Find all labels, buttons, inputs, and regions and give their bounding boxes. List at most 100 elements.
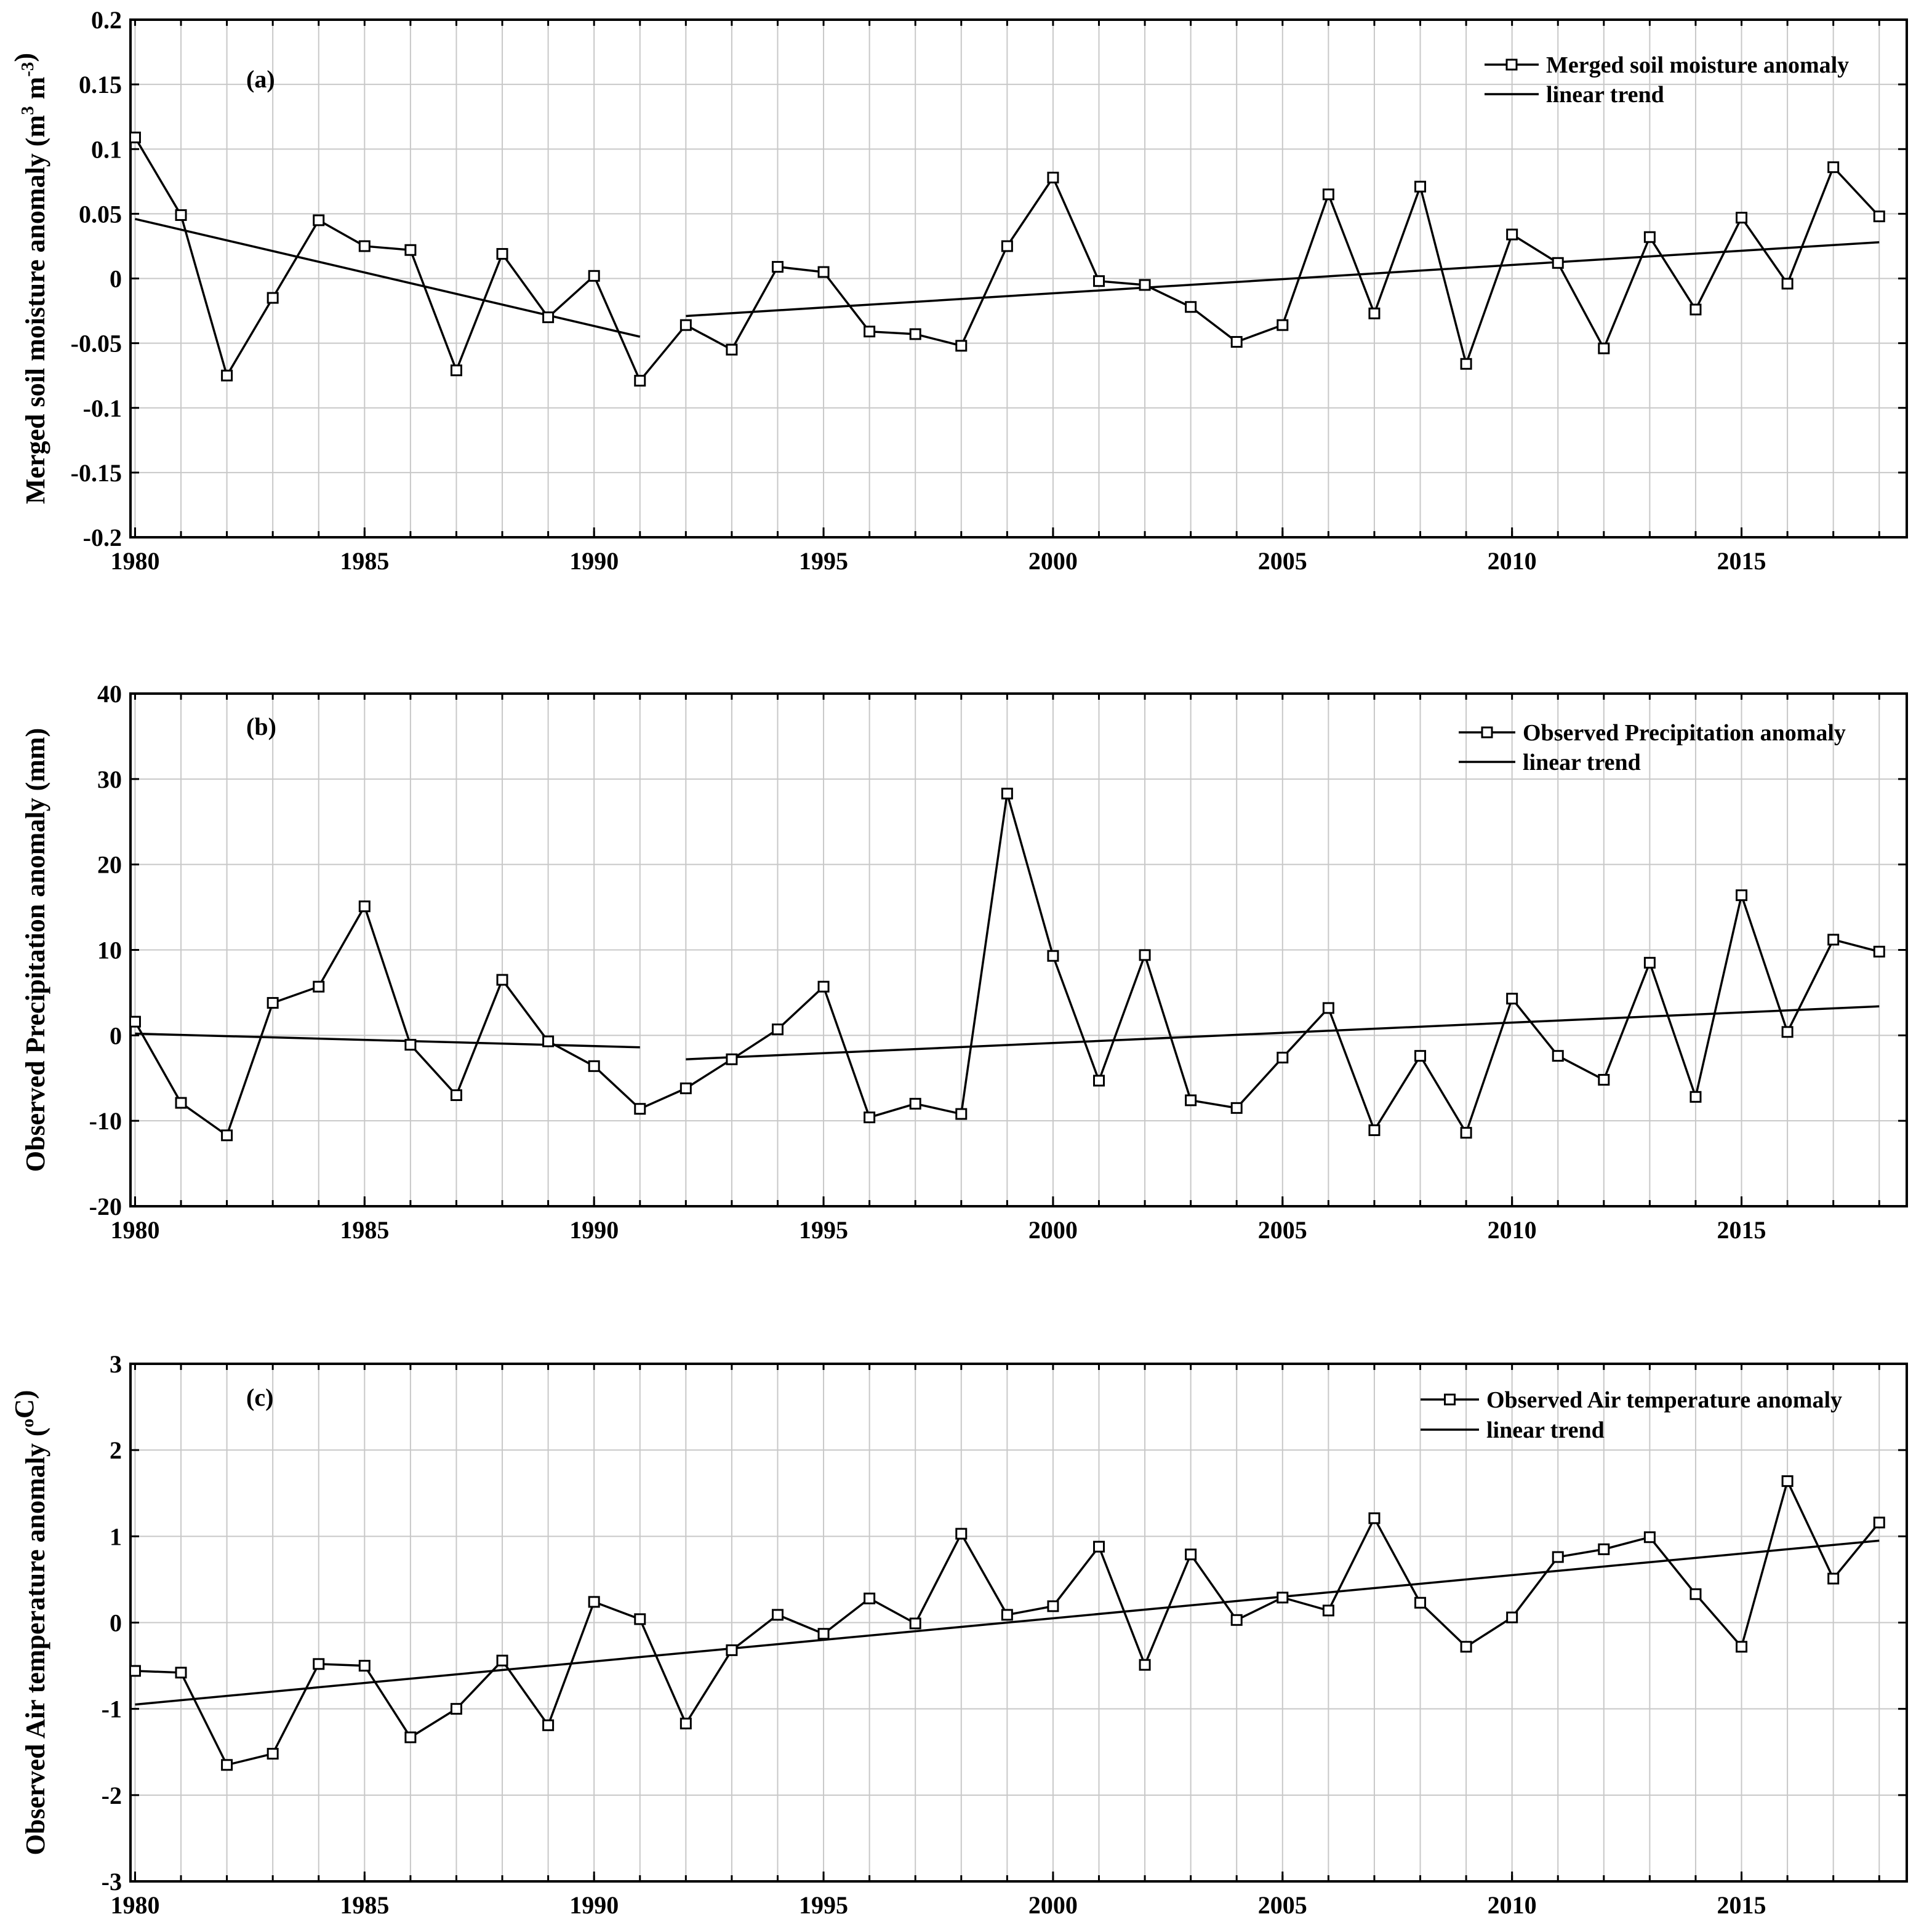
data-point <box>175 1667 187 1679</box>
data-point <box>1185 1548 1197 1561</box>
data-point <box>542 1035 555 1047</box>
y-tick-label: 40 <box>97 680 122 708</box>
y-tick-label: 0 <box>110 265 122 293</box>
data-point <box>1322 1604 1334 1617</box>
data-point <box>1689 1091 1702 1103</box>
data-point <box>1230 1102 1243 1114</box>
data-point <box>313 980 325 993</box>
data-point <box>726 1644 738 1656</box>
data-point <box>864 326 876 338</box>
data-point <box>771 1609 784 1621</box>
data-point <box>679 1082 692 1094</box>
x-tick-label: 2000 <box>1028 547 1078 575</box>
y-tick-label: 20 <box>97 851 122 879</box>
trend-line <box>135 1539 1880 1706</box>
y-axis-label: Observed Air temperature anomaly (oC) <box>9 1390 50 1856</box>
data-point <box>1460 1127 1472 1139</box>
x-tick-label: 1980 <box>110 1216 159 1244</box>
y-tick-label: -2 <box>102 1782 122 1809</box>
data-point <box>1230 336 1243 348</box>
x-tick-label: 2010 <box>1488 1891 1537 1919</box>
data-point <box>1598 1543 1610 1555</box>
data-point <box>1827 1572 1840 1585</box>
data-point <box>1414 1596 1427 1609</box>
data-point <box>313 214 325 226</box>
x-tick-label: 1980 <box>110 1891 159 1919</box>
y-axis-label: Merged soil moisture anomaly (m3 m-3) <box>9 53 50 504</box>
data-point <box>1139 1659 1151 1671</box>
data-point <box>1093 275 1105 287</box>
data-point <box>1689 303 1702 316</box>
trend-line <box>686 241 1880 318</box>
data-point <box>221 1759 233 1771</box>
x-tick-label: 2005 <box>1258 1891 1307 1919</box>
x-tick-label: 1985 <box>340 1891 389 1919</box>
data-point <box>1643 231 1656 243</box>
legend-entry-trend: linear trend <box>1546 82 1664 108</box>
data-point <box>864 1592 876 1604</box>
data-point <box>1368 1512 1381 1524</box>
legend: Merged soil moisture anomaly linear trend <box>1485 52 1849 108</box>
x-tick-label: 2010 <box>1488 1216 1537 1244</box>
legend-entry-series: Merged soil moisture anomaly <box>1546 52 1849 78</box>
data-point <box>1643 956 1656 969</box>
data-point <box>1460 358 1472 370</box>
y-tick-label: 0.2 <box>91 6 122 34</box>
y-tick-label: -3 <box>102 1868 122 1896</box>
data-point <box>634 375 646 387</box>
data-point <box>955 1108 968 1120</box>
data-point <box>1047 1600 1059 1612</box>
data-point <box>175 1097 187 1109</box>
data-point <box>129 1665 141 1677</box>
x-tick-label: 2005 <box>1258 1216 1307 1244</box>
y-tick-label: 0 <box>110 1022 122 1049</box>
legend-entry-trend: linear trend <box>1486 1417 1605 1443</box>
data-point <box>313 1658 325 1670</box>
x-tick-label: 1980 <box>110 547 159 575</box>
y-tick-label: -20 <box>89 1193 122 1220</box>
trend-line <box>686 1005 1880 1060</box>
legend: Observed Air temperature anomaly linear t… <box>1421 1387 1842 1443</box>
data-point <box>1552 1050 1564 1062</box>
panel-b: -20 -10 0 10 20 30 40 1980 1985 1990 1995 2000 2005 2… <box>20 680 1908 1244</box>
x-tick-label: 2015 <box>1717 547 1766 575</box>
data-point <box>1414 180 1427 193</box>
data-point <box>679 319 692 331</box>
data-point <box>817 980 830 993</box>
data-point <box>588 1060 600 1072</box>
data-point <box>1001 240 1013 252</box>
data-point <box>1736 212 1748 224</box>
y-tick-label: 10 <box>97 937 122 964</box>
legend-marker <box>1481 726 1493 739</box>
data-point <box>404 1731 417 1744</box>
data-point <box>1277 319 1289 331</box>
x-tick-label: 2005 <box>1258 547 1307 575</box>
legend-entry-series: Observed Air temperature anomaly <box>1486 1387 1842 1413</box>
legend-marker <box>1444 1393 1456 1406</box>
data-point <box>955 340 968 352</box>
y-tick-label: 0.05 <box>79 200 122 228</box>
data-point <box>909 1097 921 1110</box>
data-point <box>450 1089 462 1102</box>
panel-label: (b) <box>246 713 276 740</box>
trend-line <box>135 218 641 338</box>
data-point <box>1506 228 1518 241</box>
data-point <box>221 369 233 382</box>
x-tick-label: 1995 <box>799 1216 848 1244</box>
data-point <box>909 1617 921 1630</box>
data-point <box>1001 1609 1013 1621</box>
data-point <box>129 131 141 143</box>
data-point <box>358 900 371 913</box>
data-point <box>267 1748 279 1760</box>
data-point <box>1093 1075 1105 1087</box>
y-tick-label: -0.15 <box>71 459 122 487</box>
legend: Observed Precipitation anomaly linear tre… <box>1459 720 1846 775</box>
data-point <box>1506 993 1518 1005</box>
data-point <box>1368 307 1381 319</box>
data-point <box>588 1596 600 1608</box>
data-point <box>1185 1094 1197 1107</box>
data-point <box>404 1039 417 1051</box>
data-point <box>450 1703 462 1715</box>
y-tick-label: -1 <box>102 1696 122 1723</box>
